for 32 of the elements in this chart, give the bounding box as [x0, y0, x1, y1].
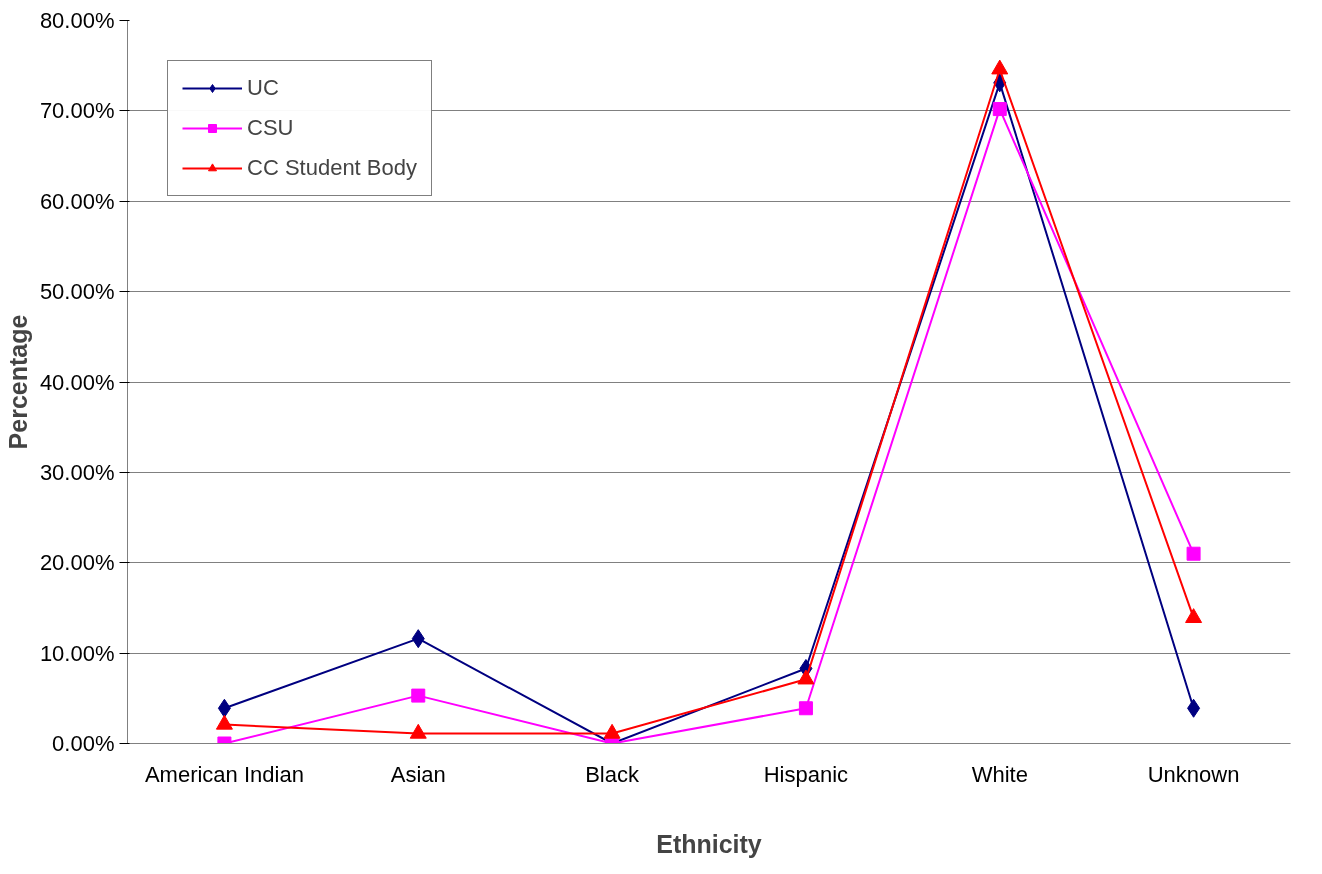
y-tick-label: 50.00%	[39, 279, 115, 305]
y-tick-label: 20.00%	[39, 550, 115, 576]
x-tick-label: Black	[585, 761, 640, 787]
y-tick-label: 60.00%	[39, 188, 115, 214]
x-tick-label: American Indian	[144, 761, 304, 787]
y-tick-label: 40.00%	[39, 369, 115, 395]
point	[411, 688, 426, 703]
x-tick-label: Hispanic	[763, 761, 849, 787]
x-tick-label: White	[971, 761, 1028, 787]
y-tick-label: 0.00%	[52, 731, 115, 756]
y-tick-label: 70.00%	[39, 98, 115, 124]
y-tick-label: 80.00%	[39, 8, 115, 33]
x-axis-title: Ethnicity	[656, 829, 762, 858]
point	[798, 701, 813, 716]
y-axis-title: Percentage	[3, 314, 32, 450]
point	[797, 669, 815, 685]
point	[215, 714, 233, 730]
point	[409, 723, 427, 739]
legend-label: CSU	[247, 115, 294, 141]
x-tick-label: Asian	[390, 761, 446, 787]
point	[411, 629, 425, 649]
point	[603, 723, 621, 739]
point	[1185, 608, 1203, 623]
legend-label: UC	[247, 75, 279, 101]
x-tick-label: Unknown	[1147, 761, 1240, 787]
point	[992, 102, 1007, 117]
y-tick-label: 30.00%	[39, 459, 115, 485]
point	[1186, 546, 1201, 561]
point	[1187, 698, 1201, 718]
point	[217, 698, 231, 718]
y-tick-label: 10.00%	[39, 640, 115, 666]
legend-label: CC Student Body	[247, 155, 417, 181]
